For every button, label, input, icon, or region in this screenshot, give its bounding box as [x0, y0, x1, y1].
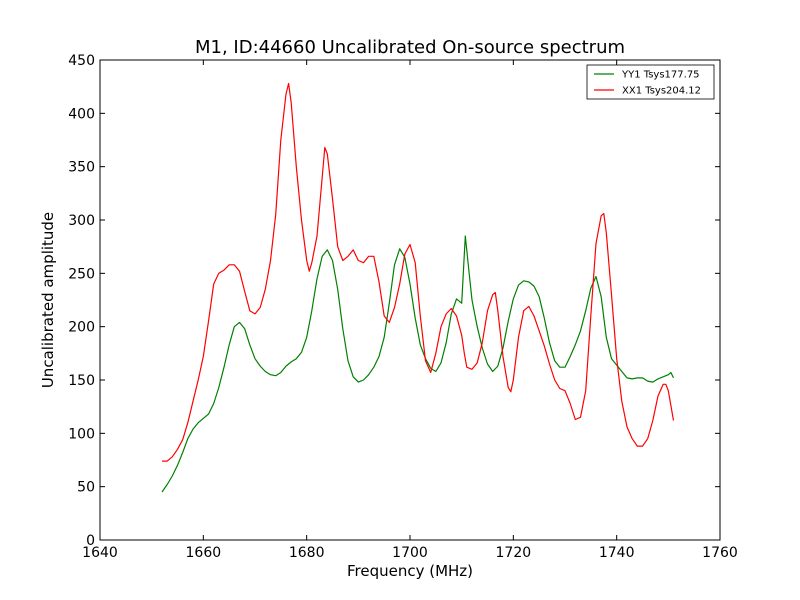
- x-tick-label: 1720: [496, 545, 532, 561]
- x-tick-label: 1740: [599, 545, 635, 561]
- series-line-0: [161, 235, 675, 493]
- x-axis-label: Frequency (MHz): [347, 562, 473, 580]
- x-tick-label: 1640: [82, 545, 118, 561]
- x-tick-label: 1680: [289, 545, 325, 561]
- series-layer: [161, 82, 675, 493]
- legend-box: [586, 64, 715, 100]
- y-tick-label: 300: [68, 213, 95, 229]
- y-axis: 0 50 100 150 200 250 300 350 400 450: [68, 53, 720, 549]
- legend: YY1 Tsys177.75 XX1 Tsys204.12: [586, 64, 715, 100]
- y-tick-label: 50: [77, 480, 95, 496]
- series-line-1: [162, 82, 675, 462]
- x-tick-label: 1700: [392, 545, 428, 561]
- x-axis: 1640 1660 1680 1700 1720 1740 1760: [82, 60, 738, 561]
- legend-label-xx1: XX1 Tsys204.12: [622, 86, 701, 97]
- y-tick-label: 450: [68, 53, 95, 69]
- y-tick-label: 100: [68, 426, 95, 442]
- x-tick-label: 1760: [702, 545, 738, 561]
- plot-frame: [99, 59, 721, 541]
- y-tick-label: 200: [68, 320, 95, 336]
- y-tick-label: 0: [86, 533, 95, 549]
- chart-title: M1, ID:44660 Uncalibrated On-source spec…: [195, 37, 625, 58]
- y-axis-label: Uncalibrated amplitude: [39, 212, 57, 388]
- legend-label-yy1: YY1 Tsys177.75: [621, 70, 700, 81]
- y-tick-label: 350: [68, 160, 95, 176]
- y-tick-label: 250: [68, 266, 95, 282]
- y-tick-label: 150: [68, 373, 95, 389]
- x-tick-label: 1660: [186, 545, 222, 561]
- y-tick-label: 400: [68, 106, 95, 122]
